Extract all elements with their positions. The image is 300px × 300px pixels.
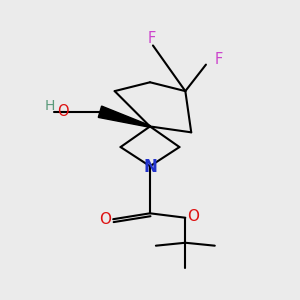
Text: O: O — [57, 104, 69, 119]
Text: H: H — [45, 99, 55, 113]
Text: O: O — [99, 212, 111, 227]
Text: F: F — [215, 52, 223, 67]
Text: F: F — [147, 31, 156, 46]
Polygon shape — [98, 106, 150, 127]
Text: N: N — [143, 158, 157, 176]
Text: O: O — [188, 209, 200, 224]
